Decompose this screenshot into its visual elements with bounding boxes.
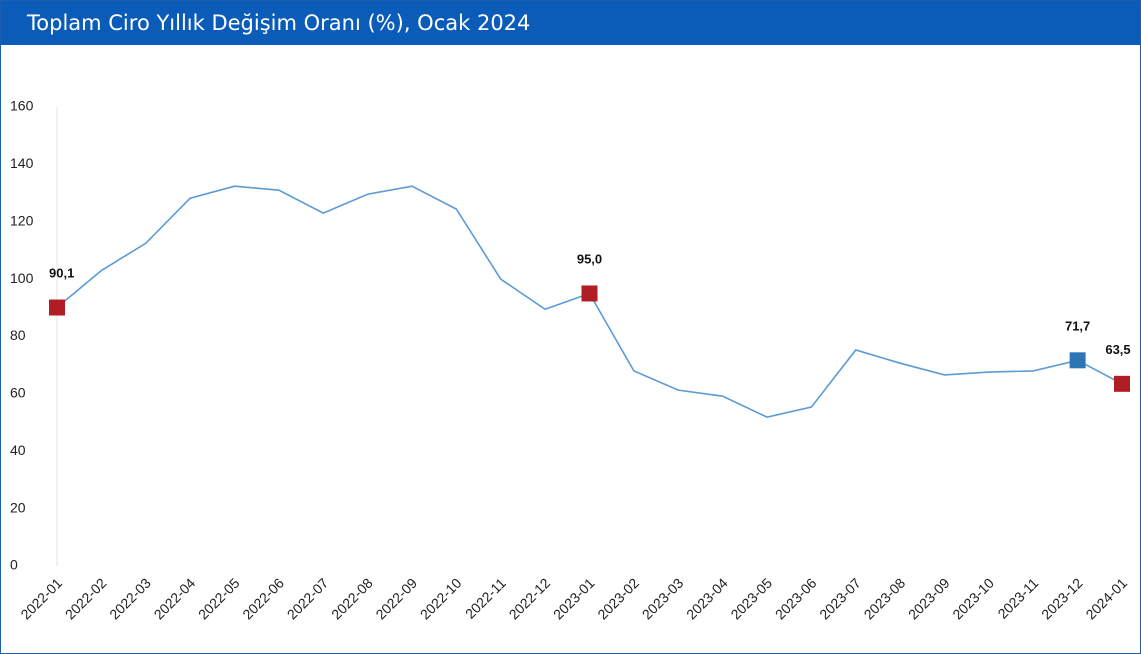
y-tick-label: 160 <box>10 98 34 114</box>
x-tick-label: 2023-12 <box>1038 575 1086 623</box>
x-tick-label: 2022-10 <box>417 575 465 623</box>
x-tick-label: 2023-03 <box>639 575 687 623</box>
chart-title: Toplam Ciro Yıllık Değişim Oranı (%), Oc… <box>1 1 1140 45</box>
marker <box>1069 352 1086 369</box>
y-tick-label: 80 <box>10 327 26 343</box>
data-label: 95,0 <box>577 251 602 266</box>
y-tick-label: 20 <box>10 499 26 515</box>
x-tick-label: 2023-05 <box>727 575 775 623</box>
x-tick-label: 2023-11 <box>994 575 1041 622</box>
x-tick-label: 2022-04 <box>151 575 199 623</box>
x-tick-label: 2022-01 <box>17 575 65 623</box>
line <box>56 185 1123 418</box>
x-tick-label: 2023-09 <box>905 575 953 623</box>
x-tick-label: 2023-10 <box>949 575 997 623</box>
y-tick-label: 60 <box>10 385 26 401</box>
marker <box>581 285 598 302</box>
y-tick-label: 100 <box>10 270 34 286</box>
x-tick-label: 2023-04 <box>683 575 731 623</box>
data-label: 90,1 <box>49 266 74 281</box>
marker <box>49 299 65 316</box>
marker <box>1114 375 1130 392</box>
y-tick-label: 0 <box>10 557 18 573</box>
data-label: 63,5 <box>1105 342 1130 357</box>
x-tick-label: 2023-06 <box>772 575 820 623</box>
x-tick-label: 2022-08 <box>328 575 376 623</box>
y-tick-label: 120 <box>10 212 34 228</box>
x-tick-label: 2024-01 <box>1082 575 1130 623</box>
data-label: 71,7 <box>1065 318 1090 333</box>
x-tick-label: 2022-11 <box>462 575 509 622</box>
x-tick-label: 2023-02 <box>594 575 642 623</box>
x-tick-label: 2022-05 <box>195 575 243 623</box>
x-tick-label: 2023-01 <box>550 575 598 623</box>
chart: 0204060801001201401602022-012022-022022-… <box>10 98 1131 623</box>
y-tick-label: 40 <box>10 442 26 458</box>
x-tick-label: 2022-09 <box>372 575 420 623</box>
y-tick-label: 140 <box>10 155 34 171</box>
x-tick-label: 2022-03 <box>106 575 154 623</box>
x-tick-label: 2022-02 <box>62 575 110 623</box>
x-tick-label: 2022-06 <box>239 575 287 623</box>
x-tick-label: 2023-07 <box>816 575 864 623</box>
x-tick-label: 2022-07 <box>284 575 332 623</box>
x-tick-label: 2023-08 <box>861 575 909 623</box>
x-tick-label: 2022-12 <box>506 575 554 623</box>
